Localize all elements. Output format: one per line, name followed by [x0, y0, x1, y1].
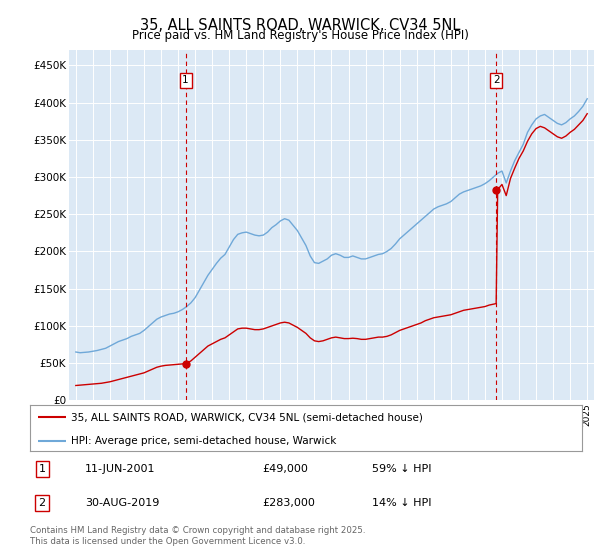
Text: 11-JUN-2001: 11-JUN-2001: [85, 464, 156, 474]
Text: 35, ALL SAINTS ROAD, WARWICK, CV34 5NL (semi-detached house): 35, ALL SAINTS ROAD, WARWICK, CV34 5NL (…: [71, 412, 423, 422]
Text: 2: 2: [38, 498, 46, 508]
Text: Contains HM Land Registry data © Crown copyright and database right 2025.
This d: Contains HM Land Registry data © Crown c…: [30, 526, 365, 546]
Text: 35, ALL SAINTS ROAD, WARWICK, CV34 5NL: 35, ALL SAINTS ROAD, WARWICK, CV34 5NL: [140, 18, 460, 33]
Text: 2: 2: [493, 75, 499, 85]
Text: HPI: Average price, semi-detached house, Warwick: HPI: Average price, semi-detached house,…: [71, 436, 337, 446]
Text: 1: 1: [182, 75, 189, 85]
Text: 14% ↓ HPI: 14% ↓ HPI: [372, 498, 432, 508]
Text: 30-AUG-2019: 30-AUG-2019: [85, 498, 160, 508]
Text: Price paid vs. HM Land Registry's House Price Index (HPI): Price paid vs. HM Land Registry's House …: [131, 29, 469, 42]
Text: £49,000: £49,000: [262, 464, 308, 474]
Text: 59% ↓ HPI: 59% ↓ HPI: [372, 464, 432, 474]
Text: 1: 1: [38, 464, 46, 474]
Text: £283,000: £283,000: [262, 498, 315, 508]
